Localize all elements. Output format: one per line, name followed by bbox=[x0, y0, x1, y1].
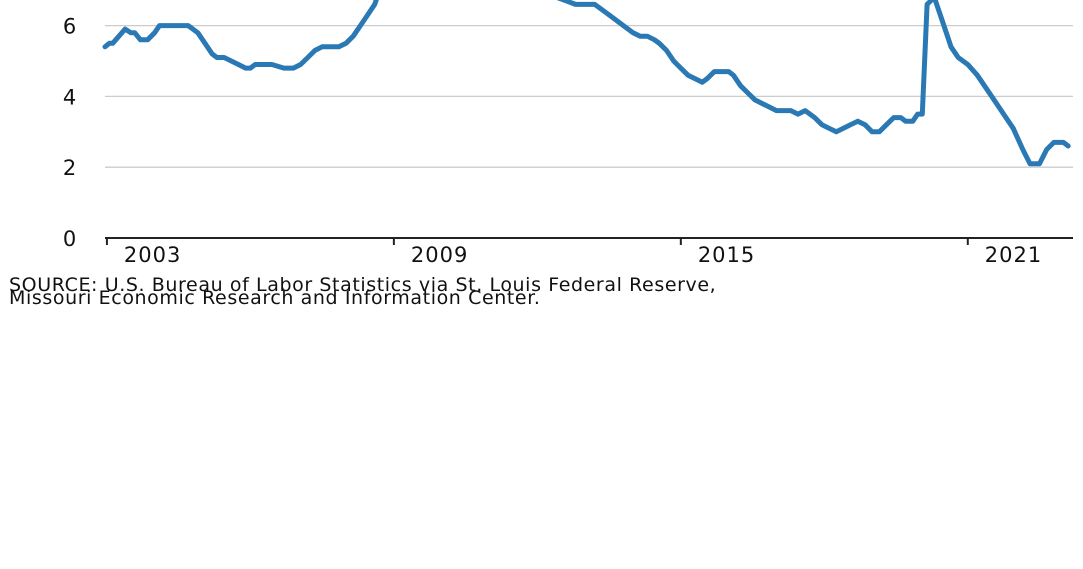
y-gridlines bbox=[105, 24, 1073, 168]
y-axis-tick-labels: 0 2 4 6 bbox=[63, 15, 77, 251]
x-axis-ticks bbox=[105, 238, 969, 245]
x-tick-label-2009: 2009 bbox=[411, 243, 468, 267]
x-tick-label-2003: 2003 bbox=[124, 243, 181, 267]
y-tick-label-2: 2 bbox=[63, 156, 77, 180]
x-axis-tick-labels: 2003 2009 2015 2021 bbox=[124, 243, 1042, 267]
source-line-2: Missouri Economic Research and Informati… bbox=[9, 287, 541, 309]
series-group bbox=[102, 0, 1071, 167]
y-tick-label-4: 4 bbox=[63, 85, 77, 109]
unemployment-line-chart: 0 2 4 6 2003 2009 2015 2021 bbox=[63, 0, 1073, 267]
y-tick-label-6: 6 bbox=[63, 15, 77, 39]
series-line-segment-1 bbox=[102, 0, 379, 71]
x-tick-label-2021: 2021 bbox=[985, 243, 1042, 267]
y-tick-label-0: 0 bbox=[63, 227, 77, 251]
series-line-segment-2 bbox=[556, 0, 1071, 167]
source-line-1: SOURCE: U.S. Bureau of Labor Statistics … bbox=[9, 274, 717, 296]
source-note: SOURCE: U.S. Bureau of Labor Statistics … bbox=[9, 274, 1079, 309]
x-tick-label-2015: 2015 bbox=[698, 243, 755, 267]
